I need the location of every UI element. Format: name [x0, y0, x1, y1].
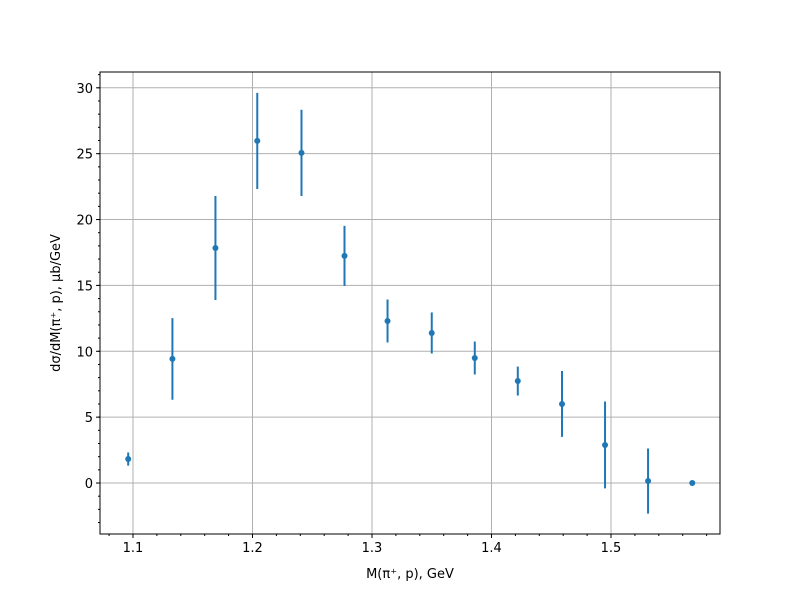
- data-point: [341, 252, 348, 259]
- data-point: [169, 355, 176, 362]
- x-tick-label: 1.4: [481, 541, 502, 556]
- data-point: [514, 378, 521, 385]
- data-point: [212, 245, 219, 251]
- data-point: [602, 441, 609, 448]
- data-point: [254, 137, 261, 144]
- y-tick-label: 20: [76, 214, 93, 229]
- x-tick-label: 1.2: [242, 541, 263, 556]
- y-tick-label: 30: [76, 82, 93, 97]
- data-point: [384, 317, 391, 324]
- data-marks: [125, 92, 696, 514]
- data-point: [471, 355, 478, 361]
- data-point: [125, 456, 132, 463]
- y-tick-label: 10: [76, 345, 93, 360]
- data-point: [559, 400, 566, 407]
- y-axis-label: dσ/dM(π⁺, p), μb/GeV: [49, 234, 64, 372]
- x-axis-label: M(π⁺, p), GeV: [366, 567, 454, 582]
- x-tick-label: 1.1: [123, 541, 144, 556]
- y-tick-label: 5: [85, 411, 93, 426]
- data-point: [428, 329, 435, 336]
- data-point: [645, 478, 652, 485]
- grid: [100, 72, 720, 534]
- x-tick-label: 1.3: [362, 541, 383, 556]
- y-tick-label: 15: [76, 279, 93, 294]
- data-point: [689, 480, 696, 487]
- ticks: 1.1 1.2 1.3 1.4 1.5 0 5 10 15 20 25 30: [76, 74, 708, 556]
- axes-frame: [99, 71, 721, 535]
- y-tick-label: 25: [76, 148, 93, 163]
- y-tick-label: 0: [85, 477, 93, 492]
- x-tick-label: 1.5: [601, 541, 622, 556]
- data-point: [298, 149, 305, 156]
